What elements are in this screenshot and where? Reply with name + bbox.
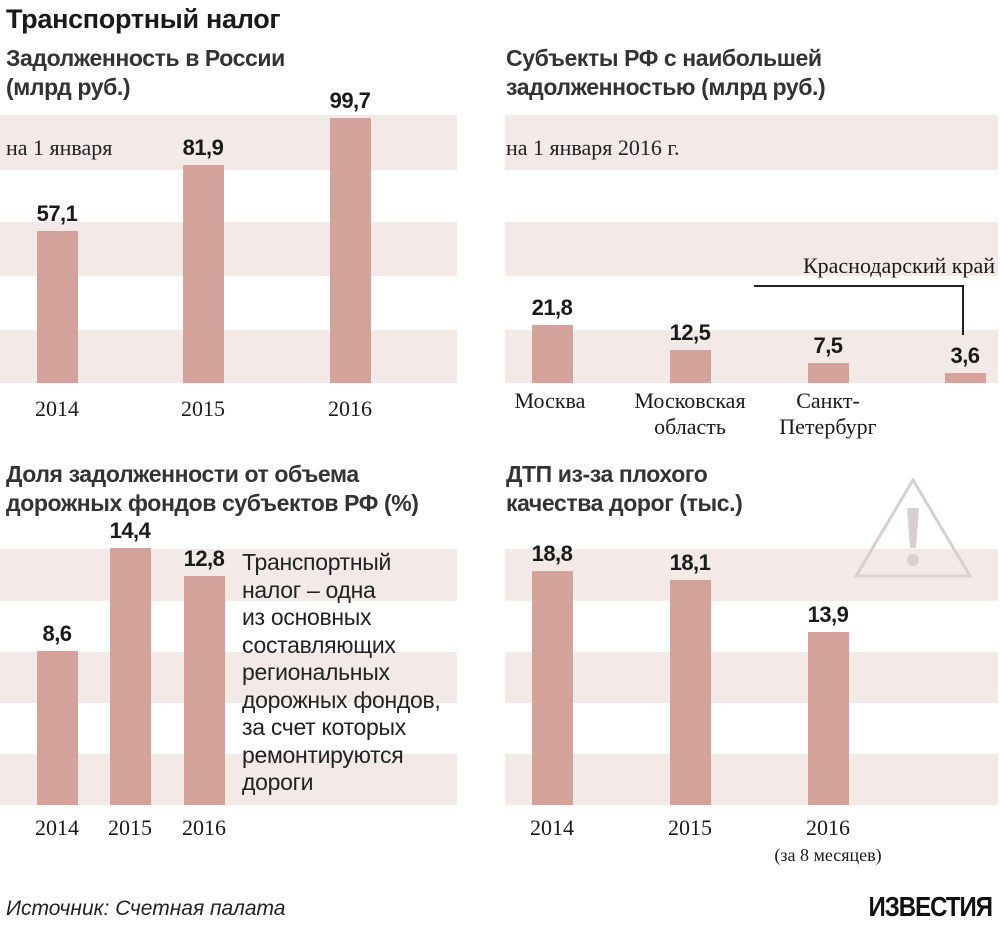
side-text-line: ремонтируются <box>242 741 404 768</box>
data-label: 13,9 <box>807 602 849 627</box>
data-label: 14,4 <box>109 518 151 543</box>
side-text: Транспортный налог – одна из основных со… <box>242 549 482 797</box>
bar <box>109 548 151 805</box>
chart2-note: на 1 января 2016 г. <box>506 135 680 160</box>
side-text-line: дороги <box>242 769 314 795</box>
chart1-title: Задолженность в России (млрд руб.) <box>6 44 285 102</box>
chart2-subtitle: задолженностью (млрд руб.) <box>506 74 826 100</box>
krasnodar-leader-vertical <box>962 285 964 335</box>
chart3-subtitle: дорожных фондов субъектов РФ (%) <box>6 490 419 516</box>
data-label: 57,1 <box>36 201 78 226</box>
data-label: 12,8 <box>183 546 225 571</box>
data-label: 18,8 <box>531 541 573 566</box>
tick-label-line: Петербург <box>779 414 877 439</box>
tick-label-line: Московская <box>634 388 746 413</box>
chart1-title-line: Задолженность в России <box>6 45 285 71</box>
bar <box>531 571 573 805</box>
tick-label: Москва <box>470 388 630 414</box>
side-text-line: дорожных фондов, <box>242 686 441 713</box>
grid-band <box>0 115 457 170</box>
grid-band <box>0 549 457 601</box>
tick-label-line: Москва <box>514 388 586 413</box>
chart2-title: Субъекты РФ с наибольшей задолженностью … <box>506 44 826 102</box>
brand-logo: ИЗВЕСТИЯ <box>868 891 993 923</box>
data-label: 99,7 <box>329 88 371 113</box>
tick-label: 2016 <box>806 815 850 840</box>
data-label: 21,8 <box>531 295 573 320</box>
bar <box>36 231 78 383</box>
chart4-title-line: ДТП из-за плохого <box>506 461 708 487</box>
chart1-subtitle: (млрд руб.) <box>6 74 131 100</box>
bar <box>669 350 711 383</box>
side-text-line: за счет которых <box>242 714 406 740</box>
warning-triangle-icon <box>853 477 973 578</box>
krasnodar-leader-horizontal <box>754 285 964 287</box>
bar <box>36 651 78 805</box>
tick-label: 2014 <box>35 396 79 421</box>
tick-label: Санкт- Петербург <box>748 388 908 440</box>
tick-label: 2015 <box>668 815 712 840</box>
source-note: Источник: Счетная палата <box>6 897 286 920</box>
tick-label: 2016 <box>328 396 372 421</box>
data-label: 7,5 <box>813 333 843 358</box>
bar <box>807 632 849 805</box>
data-label: 3,6 <box>950 343 980 368</box>
side-text-line: региональных <box>242 659 390 685</box>
side-text-line: Транспортный <box>242 549 392 575</box>
tick-label: 2015 <box>181 396 225 421</box>
data-label: 81,9 <box>182 135 224 160</box>
side-text-line: налог – одна <box>242 576 376 603</box>
grid-band <box>505 330 998 383</box>
tick-label-line: Санкт- <box>796 388 860 413</box>
data-label: 8,6 <box>42 621 72 646</box>
tick-label: Московская область <box>610 388 770 440</box>
side-text-line: из основных <box>242 604 372 630</box>
side-text-line: составляющих <box>242 631 396 658</box>
bar <box>329 118 371 383</box>
bar <box>182 165 224 383</box>
bar <box>944 373 986 383</box>
chart1-note: на 1 января <box>6 135 113 160</box>
tick-label: 2015 <box>108 815 152 840</box>
tick-label: 2014 <box>35 815 79 840</box>
page-title: Транспортный налог <box>6 4 281 34</box>
bar <box>183 576 225 805</box>
grid-band <box>505 652 998 703</box>
chart3-title-line: Доля задолженности от объема <box>6 461 359 487</box>
data-label: 18,1 <box>669 550 711 575</box>
bar <box>807 363 849 383</box>
tick-label: Краснодарский край <box>802 253 995 278</box>
data-label: 12,5 <box>669 320 711 345</box>
chart4-title: ДТП из-за плохого качества дорог (тыс.) <box>506 460 743 518</box>
tick-label: 2014 <box>530 815 574 840</box>
chart4-subtitle: качества дорог (тыс.) <box>506 490 743 516</box>
tick-label-line: область <box>654 414 726 439</box>
bar <box>669 580 711 805</box>
chart2-title-line: Субъекты РФ с наибольшей <box>506 45 822 71</box>
grid-band <box>505 754 998 805</box>
tick-label: 2016 <box>182 815 226 840</box>
bar <box>531 325 573 383</box>
grid-band <box>505 115 998 170</box>
tick-note: (за 8 месяцев) <box>774 845 882 865</box>
grid-band <box>505 222 998 276</box>
chart3-title: Доля задолженности от объема дорожных фо… <box>6 460 419 518</box>
